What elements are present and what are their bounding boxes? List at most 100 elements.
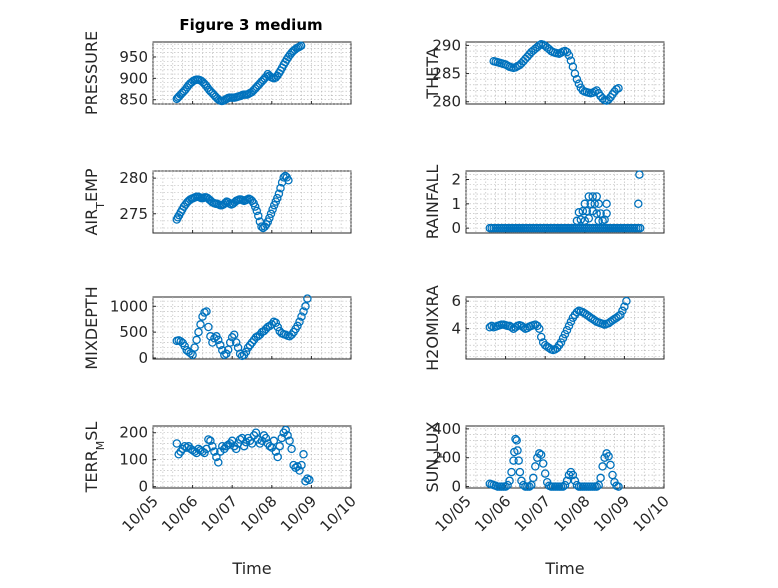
data-point xyxy=(570,69,580,78)
y-tick-label: 850 xyxy=(119,91,148,109)
y-tick-label: 0 xyxy=(138,349,148,367)
x-tick-label: 10/06 xyxy=(158,492,201,535)
data-point xyxy=(600,453,609,462)
data-point xyxy=(574,79,584,88)
y-tick-label: 950 xyxy=(119,48,148,66)
x-tick-label: 10/08 xyxy=(237,492,280,535)
y-axis-label: RAINFALL xyxy=(423,165,442,240)
mixdepth-panel: 0 500 1000 MIXDEPTH xyxy=(82,286,352,370)
y-axis-label: MIXDEPTH xyxy=(82,286,101,369)
data-point xyxy=(618,306,627,316)
h2omixra-panel: 4 6 H2OMIXRA xyxy=(423,285,665,371)
data-point xyxy=(271,318,281,328)
data-point xyxy=(210,334,219,343)
data-point xyxy=(564,51,574,60)
x-axis-label: Time xyxy=(231,559,271,578)
data-point xyxy=(505,476,514,486)
y-tick-label: 275 xyxy=(119,205,148,223)
data-point xyxy=(225,338,235,347)
data-point xyxy=(634,199,643,209)
y-tick-label: 280 xyxy=(432,93,461,111)
data-point xyxy=(572,74,582,84)
data-point xyxy=(210,447,219,456)
data-point xyxy=(576,215,586,224)
data-point xyxy=(283,431,292,440)
x-axis-label: Time xyxy=(544,559,584,578)
data-point xyxy=(243,343,253,352)
data-point xyxy=(635,170,644,179)
data-point xyxy=(596,473,605,483)
data-point xyxy=(514,456,523,465)
data-point xyxy=(202,307,211,316)
data-point xyxy=(529,473,538,483)
pressure-panel: 850 900 950 PRESSURE xyxy=(82,31,352,115)
data-point xyxy=(192,335,201,345)
data-point xyxy=(180,341,189,351)
data-point xyxy=(606,460,615,470)
x-tick-label: 10/10 xyxy=(630,492,673,535)
data-point xyxy=(305,475,314,485)
y-tick-label: 500 xyxy=(119,323,148,341)
data-point xyxy=(301,302,310,311)
x-tick-label: 10/09 xyxy=(277,492,320,535)
data-point xyxy=(239,441,249,451)
data-point xyxy=(560,480,570,490)
y-axis-label: AIRTEMP xyxy=(82,168,107,235)
x-tick-label: 10/08 xyxy=(550,492,593,535)
data-point xyxy=(614,482,623,491)
x-tick-label: 10/10 xyxy=(317,492,360,535)
data-point xyxy=(206,436,215,446)
y-tick-label: 0 xyxy=(138,478,148,496)
plot-area xyxy=(152,425,352,489)
data-point xyxy=(616,310,625,320)
y-tick-label: 6 xyxy=(451,292,461,310)
data-point xyxy=(245,340,255,350)
data-point xyxy=(247,338,257,347)
data-point xyxy=(297,312,306,321)
data-point xyxy=(303,474,312,483)
data-point xyxy=(501,482,510,491)
data-point xyxy=(572,480,582,490)
data-point xyxy=(271,447,281,456)
data-point xyxy=(214,335,223,345)
data-point xyxy=(592,482,601,491)
data-point xyxy=(253,435,263,444)
data-point xyxy=(269,436,279,446)
data-point xyxy=(568,470,578,480)
data-point xyxy=(273,193,282,203)
data-point xyxy=(274,189,284,199)
data-point xyxy=(265,441,275,451)
data-point xyxy=(284,176,293,185)
data-point xyxy=(273,452,282,462)
y-tick-label: 0 xyxy=(451,478,461,496)
data-point xyxy=(296,41,306,51)
data-point xyxy=(525,482,534,491)
data-point xyxy=(511,434,520,444)
data-point xyxy=(265,213,274,223)
data-point xyxy=(214,458,223,467)
data-point xyxy=(566,317,576,327)
y-tick-label: 200 xyxy=(119,424,148,442)
rainfall-panel: 0 1 2 RAINFALL xyxy=(423,165,665,240)
data-point xyxy=(560,329,570,339)
data-point xyxy=(562,476,572,486)
data-point xyxy=(231,338,241,347)
x-tick-label: 10/07 xyxy=(198,492,241,535)
x-tick-label: 10/05 xyxy=(432,492,475,535)
data-point xyxy=(204,322,213,332)
data-point xyxy=(303,294,312,303)
x-tick-label: 10/06 xyxy=(471,492,514,535)
data-point xyxy=(535,449,544,458)
y-tick-label: 1000 xyxy=(110,297,148,315)
data-point xyxy=(509,456,518,465)
data-point xyxy=(572,216,582,226)
data-point xyxy=(198,312,207,321)
y-tick-label: 280 xyxy=(119,169,148,187)
data-point xyxy=(558,334,568,343)
data-point xyxy=(252,206,262,216)
data-point xyxy=(564,321,574,331)
